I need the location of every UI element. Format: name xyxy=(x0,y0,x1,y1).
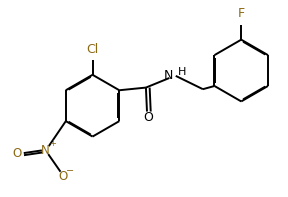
Text: N: N xyxy=(41,144,50,157)
Text: −: − xyxy=(66,166,74,176)
Text: N: N xyxy=(164,69,174,82)
Text: O: O xyxy=(58,170,67,183)
Text: Cl: Cl xyxy=(86,43,99,56)
Text: +: + xyxy=(49,139,56,148)
Text: H: H xyxy=(178,67,186,77)
Text: O: O xyxy=(13,147,22,160)
Text: F: F xyxy=(238,7,245,20)
Text: O: O xyxy=(143,111,153,124)
